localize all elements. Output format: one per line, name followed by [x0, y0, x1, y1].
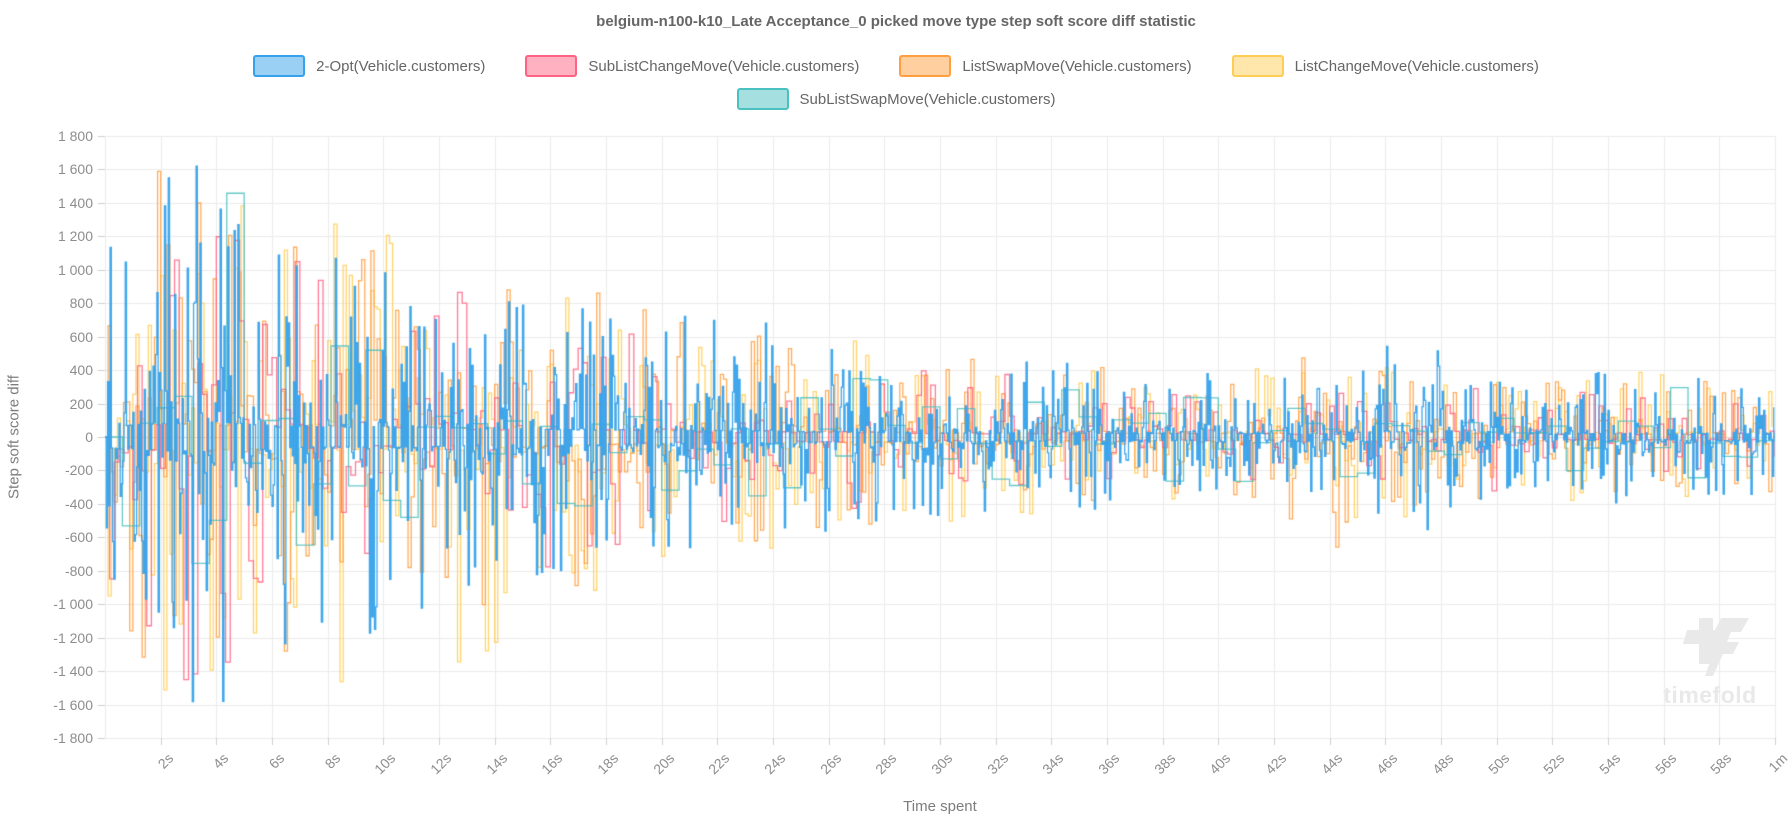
y-tick-label: 400 — [69, 362, 93, 379]
y-tick-label: -1 200 — [53, 629, 93, 646]
y-axis-title: Step soft score diff — [5, 375, 23, 499]
y-tick-label: -1 000 — [53, 596, 93, 613]
y-tick-label: -400 — [64, 495, 93, 512]
y-tick-label: 0 — [85, 429, 93, 445]
timefold-logo-icon — [1683, 618, 1749, 676]
y-tick-label: 1 200 — [57, 228, 93, 245]
y-tick-label: 1 800 — [57, 128, 93, 144]
y-tick-label: -1 600 — [53, 696, 93, 713]
y-tick-label: -200 — [64, 462, 93, 479]
y-tick-label: 1 600 — [57, 161, 93, 178]
watermark-text: timefold — [1663, 682, 1757, 708]
y-tick-label: 200 — [69, 395, 93, 412]
y-tick-label: 1 000 — [57, 261, 93, 278]
y-tick-label: 800 — [69, 295, 93, 312]
y-tick-label: 600 — [69, 328, 93, 345]
y-tick-label: -600 — [64, 529, 93, 546]
y-tick-label: -1 800 — [53, 730, 93, 746]
y-tick-label: -1 400 — [53, 663, 93, 680]
watermark: timefold — [1636, 616, 1784, 709]
y-tick-label: 1 400 — [57, 194, 93, 211]
x-axis-title: Time spent — [903, 798, 977, 815]
y-tick-label: -800 — [64, 562, 93, 579]
